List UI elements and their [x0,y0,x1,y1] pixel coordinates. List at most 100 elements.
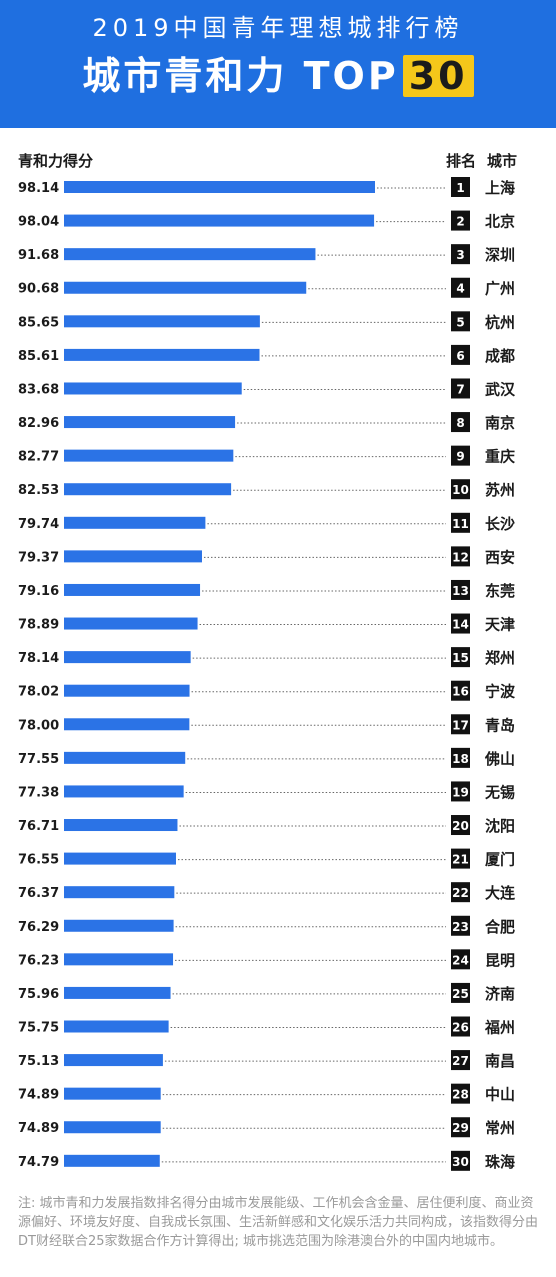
rank-box [451,177,470,197]
city-label: 厦门 [485,851,515,869]
bar-西安 [64,550,202,563]
rank-number: 7 [456,382,464,396]
bar-宁波 [64,684,190,697]
score-label: 77.55 [18,752,59,767]
bar-青岛 [64,718,190,731]
bar-福州 [64,1020,169,1033]
city-label: 中山 [485,1086,515,1104]
rank-number: 30 [452,1155,469,1169]
rank-box [451,915,470,936]
bar-合肥 [64,919,174,932]
score-label: 76.23 [18,953,59,968]
bar-常州 [64,1121,161,1134]
header-banner: 2019中国青年理想城排行榜 城市青和力 TOP 30 [0,0,556,128]
rank-number: 22 [452,886,469,900]
bar-厦门 [64,852,176,865]
score-label: 98.14 [18,181,59,196]
rank-number: 10 [452,483,469,497]
city-label: 天津 [485,616,515,634]
city-label: 北京 [485,213,515,231]
score-label: 76.37 [18,886,59,901]
rank-box [451,210,470,231]
rank-number: 19 [452,785,469,799]
bar-杭州 [64,315,260,328]
city-column-header: 城市 [487,152,518,170]
city-label: 成都 [485,347,515,365]
rank-box [451,1083,470,1104]
rank-box [451,714,470,735]
city-label: 福州 [484,1019,515,1037]
rank-number: 13 [452,584,469,598]
rank-box [451,412,470,433]
rank-number: 8 [456,416,464,430]
page-subtitle: 2019中国青年理想城排行榜 [92,14,464,42]
rank-number: 25 [452,987,469,1001]
score-label: 78.00 [18,718,59,733]
score-label: 75.96 [18,987,59,1002]
rank-box [451,277,470,298]
city-label: 南京 [485,414,515,432]
city-label: 西安 [485,548,515,566]
score-label: 74.79 [18,1155,59,1170]
rank-box [451,445,470,466]
city-label: 南昌 [485,1052,515,1070]
rank-box [451,1117,470,1138]
rank-box [451,1050,470,1071]
rank-number: 12 [452,550,469,564]
rank-number: 4 [456,282,464,296]
rank-number: 5 [456,315,464,329]
rank-box [451,848,470,869]
score-label: 98.04 [18,215,59,230]
city-label: 广州 [485,280,515,298]
rank-box [451,747,470,768]
bar-长沙 [64,516,206,529]
bar-珠海 [64,1154,160,1167]
rank-number: 29 [452,1121,469,1135]
footnote: 注: 城市青和力发展指数排名得分由城市发展能级、工作机会含金量、居住便利度、商业… [18,1196,539,1249]
rank-number: 27 [452,1054,469,1068]
rank-box [451,244,470,265]
bar-沈阳 [64,819,178,832]
score-column-header: 青和力得分 [18,152,94,170]
bar-南京 [64,416,236,429]
city-label: 昆明 [485,951,515,969]
bar-无锡 [64,785,184,798]
rank-box [451,1016,470,1037]
city-label: 合肥 [484,918,515,936]
city-label: 青岛 [485,716,515,734]
rank-number: 9 [456,450,464,464]
score-label: 78.89 [18,618,59,633]
rank-box [451,949,470,970]
rank-box [451,479,470,500]
rank-number: 11 [452,517,469,531]
rank-number: 3 [456,248,464,262]
city-label: 大连 [485,884,516,902]
bar-广州 [64,281,307,294]
rank-box [451,1150,470,1171]
score-label: 78.14 [18,651,59,666]
city-label: 郑州 [485,649,515,667]
city-label: 深圳 [485,246,515,264]
city-label: 无锡 [484,783,515,801]
rank-box [451,781,470,802]
rank-box [451,311,470,332]
rank-box [451,512,470,533]
rank-box [451,647,470,668]
bar-深圳 [64,248,316,261]
score-label: 76.29 [18,920,59,935]
page-title: 城市青和力 TOP 30 [0,45,556,100]
bar-重庆 [64,449,234,462]
city-label: 济南 [485,985,515,1003]
rank-box [451,378,470,399]
rank-number: 20 [452,819,469,833]
bar-中山 [64,1087,161,1100]
rank-number: 26 [452,1021,469,1035]
score-label: 79.74 [18,517,59,532]
city-label: 上海 [485,179,515,197]
bar-苏州 [64,483,232,496]
rank-number: 28 [452,1088,469,1102]
score-label: 79.16 [18,584,59,599]
city-label: 珠海 [485,1153,515,1171]
bar-大连 [64,886,175,899]
